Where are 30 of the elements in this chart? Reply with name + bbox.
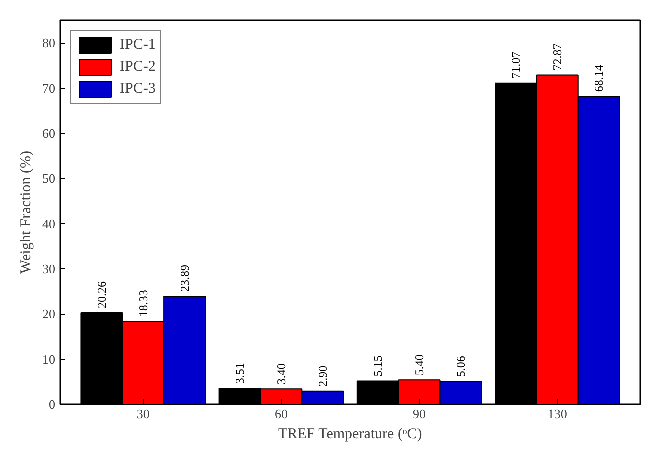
data-label: 3.51 <box>233 363 248 384</box>
data-label: 3.40 <box>274 364 288 385</box>
y-tick-label: 50 <box>42 171 56 186</box>
data-label: 2.90 <box>316 366 330 387</box>
data-label: 18.33 <box>136 290 150 318</box>
y-tick-label: 10 <box>42 352 56 367</box>
x-axis-title: TREF Temperature (ᵒC) <box>278 426 422 442</box>
y-tick-label: 40 <box>42 216 56 232</box>
data-label: 72.87 <box>550 44 565 71</box>
data-label: 20.26 <box>94 281 109 308</box>
y-tick-label: 80 <box>42 36 56 51</box>
x-tick-label: 90 <box>413 406 426 422</box>
data-label: 23.89 <box>178 265 192 292</box>
x-tick-label: 60 <box>274 406 288 422</box>
data-label: 5.15 <box>371 356 386 377</box>
y-tick-label: 60 <box>42 126 56 141</box>
x-tick-label: 130 <box>548 406 568 422</box>
y-axis-title: Weight Fraction (%) <box>18 151 34 274</box>
data-label: 5.06 <box>454 356 468 378</box>
legend-label: IPC-1 <box>120 36 156 54</box>
legend-label: IPC-2 <box>120 58 156 76</box>
y-tick-label: 70 <box>42 80 56 96</box>
y-tick-label: 0 <box>49 397 56 412</box>
x-tick-label: 30 <box>136 406 150 422</box>
y-tick-label: 20 <box>42 306 56 322</box>
legend-label: IPC-3 <box>120 80 156 98</box>
y-tick-label: 30 <box>42 261 56 276</box>
data-label: 71.07 <box>509 52 524 79</box>
data-label: 68.14 <box>592 65 606 92</box>
data-label: 5.40 <box>412 354 427 376</box>
